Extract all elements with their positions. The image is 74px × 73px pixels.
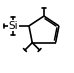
Text: Si: Si — [8, 21, 18, 31]
